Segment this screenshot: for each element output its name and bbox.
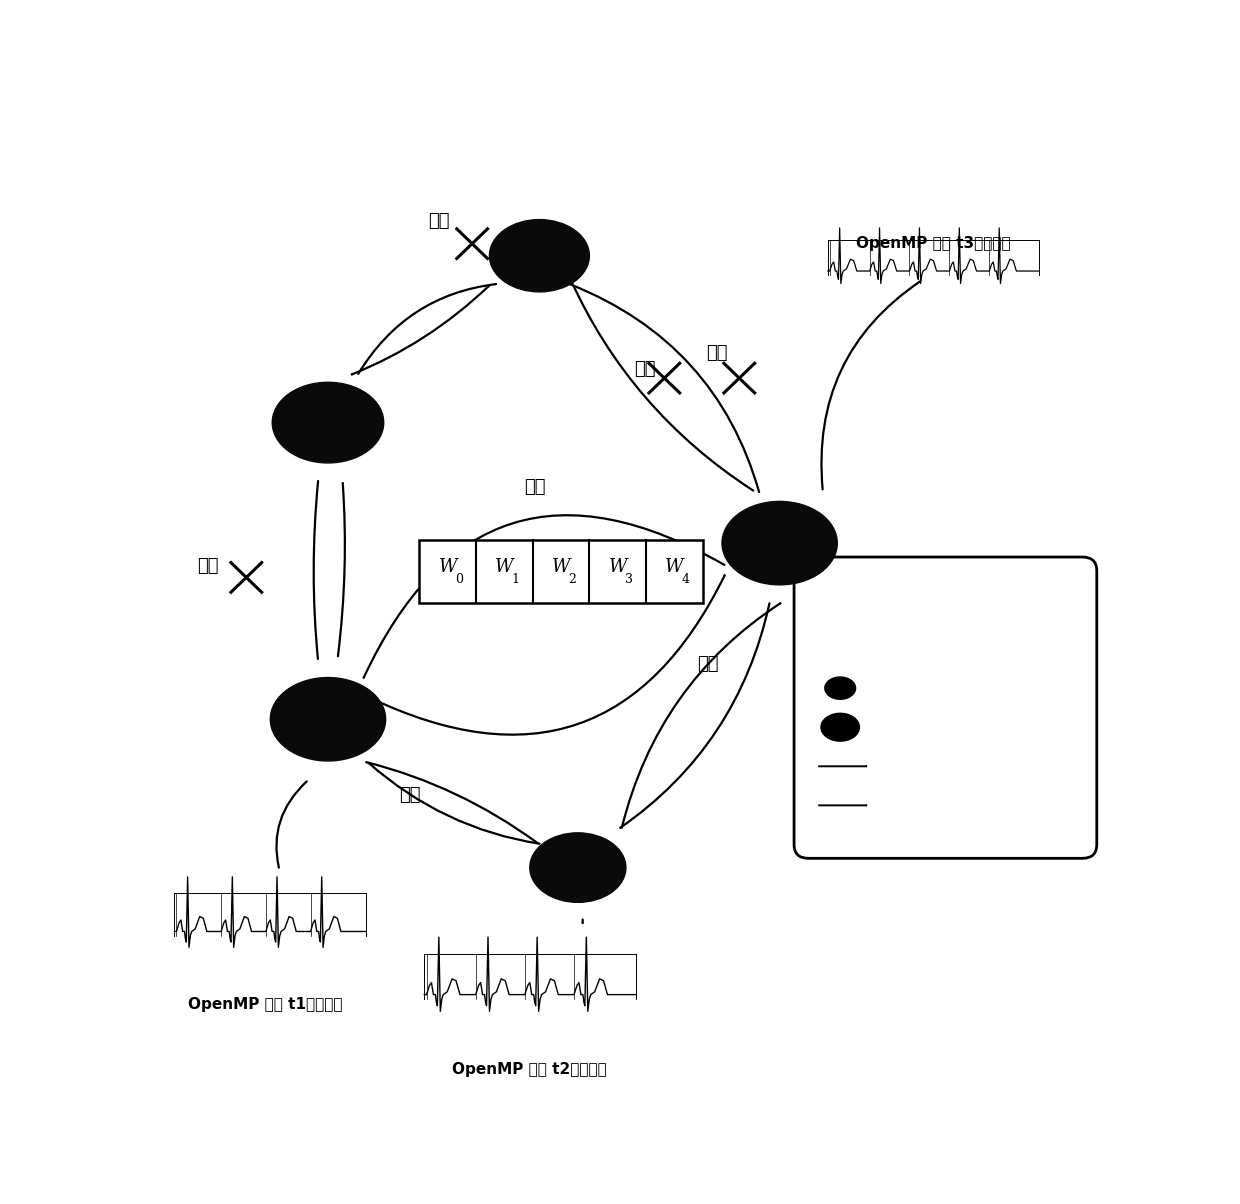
FancyArrowPatch shape [821, 282, 920, 489]
Text: 1: 1 [512, 573, 520, 586]
FancyArrowPatch shape [314, 480, 319, 659]
FancyArrowPatch shape [621, 603, 780, 828]
FancyArrowPatch shape [570, 284, 759, 492]
Text: W: W [495, 559, 513, 577]
Ellipse shape [273, 383, 383, 462]
Text: 0: 0 [455, 573, 464, 586]
Text: OpenMP 线程 t2的心率图: OpenMP 线程 t2的心率图 [453, 1062, 608, 1078]
Text: OpenMP 线程 t3的心率图: OpenMP 线程 t3的心率图 [856, 236, 1011, 252]
Text: W: W [439, 559, 456, 577]
FancyArrowPatch shape [363, 515, 724, 678]
Text: 3: 3 [625, 573, 634, 586]
Text: 正常线程: 正常线程 [890, 681, 920, 695]
Text: 4: 4 [682, 573, 689, 586]
Text: 异常: 异常 [197, 557, 218, 576]
Bar [419, 541, 703, 603]
FancyArrowPatch shape [368, 763, 539, 844]
FancyArrowPatch shape [277, 781, 306, 867]
Ellipse shape [270, 678, 386, 761]
Ellipse shape [722, 501, 837, 585]
Text: 异常: 异常 [428, 212, 449, 230]
Text: tn: tn [832, 642, 848, 656]
Ellipse shape [821, 713, 859, 742]
Text: 异常: 异常 [635, 360, 656, 378]
FancyArrowPatch shape [352, 285, 490, 374]
Ellipse shape [529, 833, 626, 902]
Text: 异常: 异常 [707, 344, 728, 362]
Text: 检测: 检测 [697, 655, 718, 673]
Text: W: W [609, 559, 627, 577]
Ellipse shape [490, 219, 589, 291]
FancyArrowPatch shape [358, 284, 496, 374]
FancyArrowPatch shape [339, 483, 345, 656]
Text: 第 n 个 OpenMP 线程: 第 n 个 OpenMP 线程 [890, 643, 996, 655]
FancyArrowPatch shape [570, 279, 753, 491]
FancyArrowPatch shape [620, 603, 770, 827]
Text: OpenMP 线程 t1的心率图: OpenMP 线程 t1的心率图 [188, 997, 342, 1013]
Text: 产生心率图: 产生心率图 [890, 799, 928, 811]
FancyBboxPatch shape [794, 557, 1096, 858]
Text: 第 n 个 OPenMP 线程状态: 第 n 个 OPenMP 线程状态 [890, 603, 1009, 616]
Text: 2: 2 [569, 573, 577, 586]
Text: 异常线程: 异常线程 [890, 721, 920, 733]
FancyArrowPatch shape [370, 576, 724, 734]
Text: W: W [552, 559, 570, 577]
FancyArrowPatch shape [367, 762, 537, 843]
Text: W: W [665, 559, 683, 577]
Ellipse shape [825, 677, 856, 700]
Text: 检测线程: 检测线程 [890, 760, 920, 773]
Text: 检测: 检测 [523, 478, 546, 496]
Text: 检测: 检测 [399, 786, 420, 804]
Text: Wn: Wn [827, 603, 853, 616]
